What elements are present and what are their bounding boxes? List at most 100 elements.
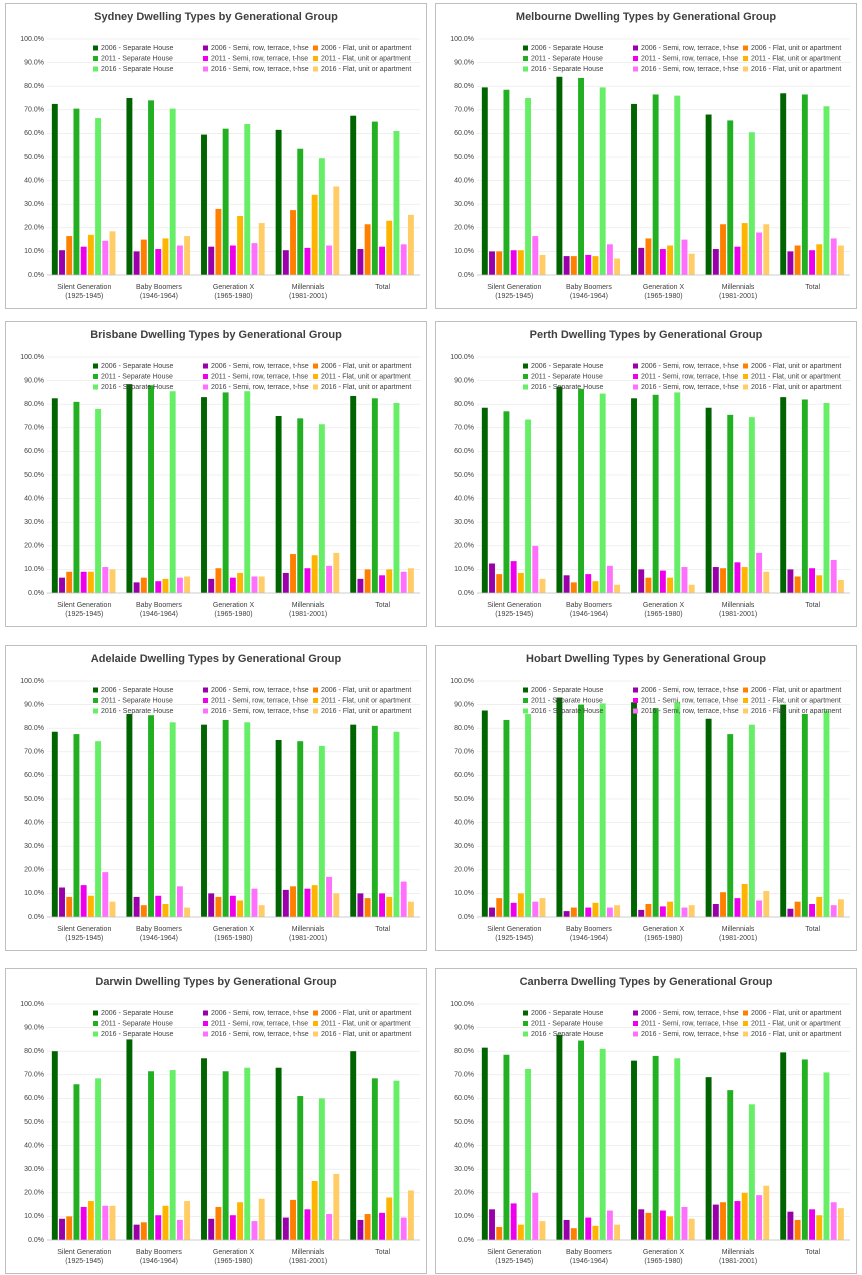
bar	[208, 893, 215, 917]
y-tick-label: 20.0%	[454, 225, 474, 232]
bar	[837, 899, 844, 917]
legend-swatch	[203, 66, 208, 72]
bar	[176, 886, 183, 917]
y-tick-label: 10.0%	[24, 890, 44, 897]
x-tick-label: Total	[375, 926, 390, 933]
legend-swatch	[743, 363, 748, 369]
x-tick-label: Silent Generation (1925-1945)	[57, 1249, 111, 1265]
bar	[830, 559, 837, 593]
bar	[481, 710, 488, 917]
bar	[109, 569, 116, 593]
bar	[155, 1215, 162, 1240]
bar	[208, 578, 215, 593]
bar	[712, 567, 719, 593]
legend-label: 2016 - Flat, unit or apartment	[321, 1031, 411, 1038]
bar	[578, 77, 584, 275]
x-tick-label: Generation X (1965-1980)	[643, 284, 685, 300]
y-tick-label: 90.0%	[454, 59, 474, 66]
legend-swatch	[633, 66, 638, 72]
bar	[532, 1192, 539, 1240]
bar	[631, 103, 637, 276]
bar	[823, 106, 830, 275]
bar	[517, 572, 524, 593]
bar	[787, 569, 794, 593]
bar	[393, 1080, 400, 1240]
bar	[66, 571, 73, 593]
y-tick-label: 60.0%	[454, 448, 474, 455]
legend-label: 2011 - Flat, unit or apartment	[751, 55, 841, 62]
bar	[763, 1185, 770, 1240]
y-tick-label: 80.0%	[454, 401, 474, 408]
bar	[215, 896, 222, 917]
legend-label: 2006 - Separate House	[101, 45, 173, 52]
bar	[59, 1218, 65, 1240]
legend-swatch	[313, 45, 318, 51]
bar	[496, 1227, 503, 1240]
y-tick-label: 40.0%	[24, 495, 44, 502]
bar	[201, 134, 207, 275]
bar	[556, 1034, 563, 1240]
bar	[364, 224, 371, 275]
bar	[95, 118, 102, 275]
legend-swatch	[743, 1021, 748, 1026]
legend-swatch	[633, 687, 638, 693]
legend-label: 2006 - Semi, row, terrace, t-hse	[641, 363, 739, 370]
y-tick-label: 60.0%	[454, 1095, 474, 1102]
bar	[333, 186, 340, 275]
bar	[326, 1214, 333, 1240]
y-tick-label: 90.0%	[24, 701, 44, 708]
legend-swatch	[313, 363, 318, 369]
bar	[763, 571, 770, 593]
legend-label: 2006 - Separate House	[531, 687, 603, 694]
legend-swatch	[523, 66, 528, 72]
legend-swatch	[203, 374, 208, 379]
legend-swatch	[743, 374, 748, 379]
legend-label: 2006 - Flat, unit or apartment	[751, 1010, 841, 1017]
bar	[734, 1201, 741, 1240]
bar	[333, 1173, 340, 1240]
bar	[763, 891, 770, 917]
y-tick-label: 30.0%	[24, 843, 44, 850]
bar	[258, 1198, 265, 1240]
legend-label: 2016 - Separate House	[531, 708, 603, 715]
bar	[229, 895, 236, 917]
bar	[631, 1060, 637, 1240]
x-tick-label: Millennials (1981-2001)	[289, 1249, 327, 1265]
legend-swatch	[93, 1031, 98, 1037]
y-tick-label: 70.0%	[24, 1072, 44, 1079]
legend-label: 2016 - Semi, row, terrace, t-hse	[211, 66, 309, 73]
bar	[606, 907, 613, 917]
x-tick-label: Silent Generation (1925-1945)	[487, 1249, 541, 1265]
bar	[638, 247, 645, 275]
bar	[489, 251, 495, 275]
legend-swatch	[203, 363, 208, 369]
bar	[184, 907, 191, 917]
legend-swatch	[93, 363, 98, 369]
y-tick-label: 0.0%	[28, 914, 44, 921]
bar	[794, 245, 801, 275]
legend-label: 2016 - Separate House	[101, 384, 173, 391]
bar	[837, 1208, 844, 1240]
bar	[333, 552, 340, 593]
bar	[201, 1058, 207, 1240]
bar	[563, 575, 570, 593]
chart-panel: Sydney Dwelling Types by Generational Gr…	[5, 3, 427, 309]
x-tick-label: Silent Generation (1925-1945)	[57, 284, 111, 300]
x-tick-label: Baby Boomers (1946-1964)	[566, 926, 612, 942]
legend-swatch	[313, 698, 318, 703]
bar	[592, 256, 599, 275]
y-tick-label: 0.0%	[458, 1237, 474, 1244]
bar	[667, 577, 674, 593]
bar	[133, 1224, 140, 1240]
bar	[720, 568, 726, 593]
bar	[720, 1202, 726, 1240]
y-tick-label: 20.0%	[454, 543, 474, 550]
bar	[667, 245, 674, 275]
bar	[688, 253, 695, 275]
bar	[712, 904, 719, 917]
bar	[727, 414, 734, 593]
legend-swatch	[93, 708, 98, 714]
x-tick-label: Silent Generation (1925-1945)	[57, 602, 111, 618]
bar	[741, 1192, 748, 1240]
